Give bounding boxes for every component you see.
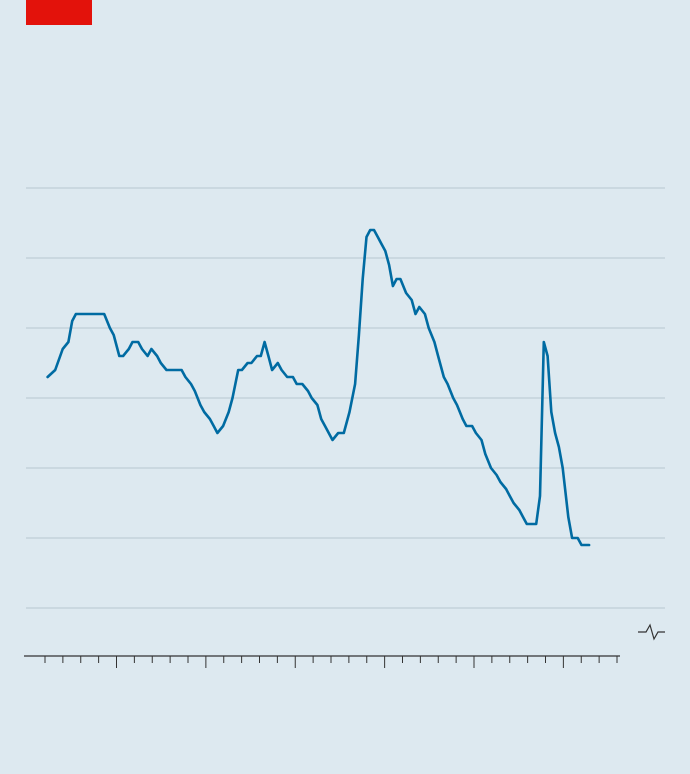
break-zigzag [638, 623, 665, 641]
y-gridlines [26, 187, 665, 609]
brand-tag [26, 0, 92, 25]
x-axis-ticks [44, 656, 618, 668]
series-group [46, 228, 591, 547]
series-line [46, 228, 591, 547]
axis-break-marker [638, 623, 665, 641]
